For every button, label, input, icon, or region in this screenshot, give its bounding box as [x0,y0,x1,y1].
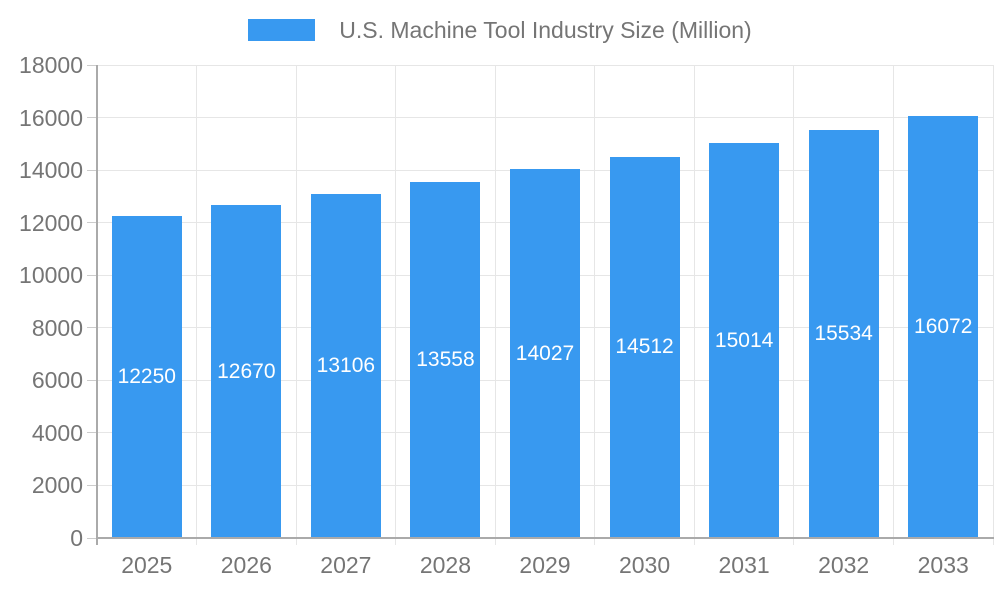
bar: 14512 [609,156,680,538]
y-tick-label: 16000 [19,104,83,131]
legend-swatch [248,19,316,41]
y-tick-label: 12000 [19,209,83,236]
y-tick-label: 8000 [31,314,83,341]
legend-label: U.S. Machine Tool Industry Size (Million… [339,17,752,43]
v-gridline [295,65,297,545]
v-gridline [196,65,198,545]
y-tick-label: 4000 [31,419,83,446]
bar-value-label: 15534 [814,321,873,345]
y-axis-tick [87,64,97,66]
y-axis-tick [87,484,97,486]
v-gridline [594,65,596,545]
y-tick-label: 2000 [31,472,83,499]
y-axis-tick [87,117,97,119]
v-gridline [494,65,496,545]
bar: 14027 [510,169,580,538]
bar: 16072 [908,115,979,538]
bar: 12250 [111,216,182,538]
y-tick-label: 18000 [19,52,83,78]
y-axis-line [96,65,98,545]
v-gridline [395,65,397,545]
x-tick-label: 2030 [618,552,671,578]
v-gridline [793,65,795,545]
bar-value-label: 16072 [914,314,973,338]
x-tick-label: 2032 [818,552,870,578]
y-axis-tick [87,222,97,224]
y-tick-label: 10000 [19,262,83,289]
bar-value-label: 15014 [714,328,774,352]
y-axis-tick [87,432,97,434]
y-axis-tick [87,274,97,276]
y-axis-tick [87,327,97,329]
bar-value-label: 13558 [416,347,475,371]
y-axis-tick [87,169,97,171]
v-gridline [992,65,994,545]
bar: 13106 [310,193,381,538]
x-tick-label: 2025 [121,552,173,578]
bar: 12670 [211,205,282,538]
x-tick-label: 2028 [419,552,472,578]
bar-value-label: 12250 [117,365,176,389]
y-axis-tick [87,537,97,539]
bar-value-label: 14027 [515,341,575,365]
v-gridline [892,65,894,545]
h-gridline [97,117,993,119]
y-tick-label: 14000 [19,157,83,184]
bar: 15014 [709,143,780,538]
bar-value-label: 12670 [217,359,276,383]
x-tick-label: 2029 [519,552,571,578]
x-axis-line [96,537,994,539]
y-tick-label: 6000 [31,367,83,394]
y-axis-tick [87,379,97,381]
v-gridline [693,65,695,545]
x-tick-label: 2031 [718,552,770,578]
bar: 13558 [410,181,481,538]
x-tick-label: 2033 [917,552,969,578]
x-tick-label: 2026 [220,552,272,578]
x-tick-label: 2027 [320,552,372,578]
h-gridline [97,64,993,66]
bar-value-label: 14512 [615,335,674,359]
bar: 15534 [808,129,879,538]
legend: U.S. Machine Tool Industry Size (Million… [0,17,1000,43]
y-tick-label: 0 [70,525,83,551]
bar-value-label: 13106 [316,353,376,377]
